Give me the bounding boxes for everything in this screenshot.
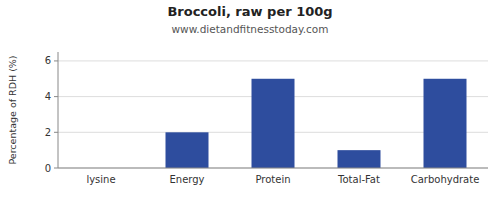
y-tick	[54, 96, 58, 97]
bar	[252, 79, 295, 168]
y-tick	[54, 168, 58, 169]
y-axis-line	[58, 52, 59, 168]
x-axis-line	[58, 168, 488, 169]
x-tick-label: Energy	[169, 174, 204, 185]
x-tick-label: lysine	[86, 174, 115, 185]
y-tick-label: 0	[45, 163, 51, 174]
y-tick-label: 2	[45, 127, 51, 138]
bar	[166, 132, 209, 168]
y-tick	[54, 132, 58, 133]
bar	[424, 79, 467, 168]
x-tick-label: Carbohydrate	[411, 174, 480, 185]
x-tick-label: Protein	[255, 174, 290, 185]
y-tick	[54, 60, 58, 61]
bars	[166, 79, 467, 168]
grid-line	[58, 168, 488, 169]
bar	[338, 150, 381, 168]
chart-container: Broccoli, raw per 100g www.dietandfitness…	[0, 0, 500, 200]
subtitle: www.dietandfitnesstoday.com	[172, 23, 329, 35]
y-axis-label: Percentage of RDH (%)	[7, 55, 18, 164]
y-tick-label: 6	[45, 55, 51, 66]
x-tick-label: Total-Fat	[337, 174, 380, 185]
y-tick-label: 4	[45, 91, 51, 102]
chart-svg: Broccoli, raw per 100g www.dietandfitness…	[0, 0, 500, 200]
grid	[58, 61, 488, 168]
title: Broccoli, raw per 100g	[167, 4, 332, 19]
grid-line	[58, 60, 488, 61]
